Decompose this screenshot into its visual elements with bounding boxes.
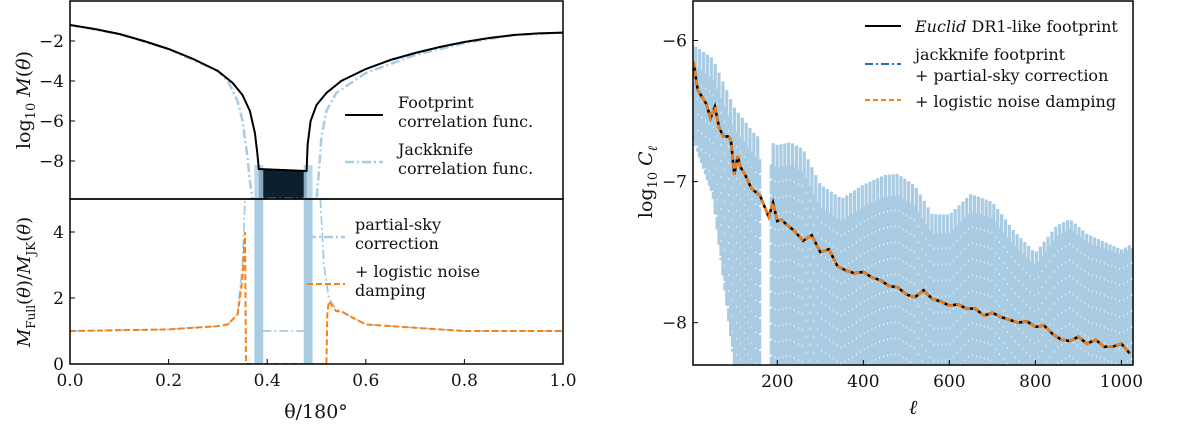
y-tick-label: −7 [662,173,687,193]
x-tick-label: 0.8 [451,371,478,391]
legend-label: damping [355,281,426,300]
jackknife-noise-band [254,165,264,199]
axes-frame [692,0,1134,366]
y-tick-label: −6 [662,32,687,52]
legend-label: Footprint [398,93,474,112]
partial-sky-line [70,199,246,332]
footprint-line [70,24,563,173]
y-tick-label: 2 [53,289,64,309]
legend-label: correlation func. [398,159,533,178]
partial-sky-noise-band [303,199,313,364]
legend-label: jackknife footprint [913,45,1066,64]
y-tick-label: −4 [39,72,64,92]
legend-right: Euclid DR1-like footprint jackknife foot… [865,17,1118,111]
legend-label: + logistic noise [355,262,480,281]
footprint-fill-region [258,169,307,199]
x-tick-label: 0.6 [352,371,379,391]
legend-label: correction [355,234,439,253]
legend-label: partial-sky [355,215,441,234]
x-tick-label: 1000 [1100,372,1143,392]
y-tick-label: 0 [53,355,64,375]
partial-sky-noise-band [254,199,264,364]
left-top-ylabel: log10 M(θ) [13,51,39,149]
legend-label: Euclid DR1-like footprint [914,17,1118,36]
x-tick-label: 200 [761,372,793,392]
legend-label: correlation func. [398,112,533,131]
axes-frame [69,198,564,365]
legend-label: + partial-sky correction [915,66,1108,85]
logistic-damping-line [693,61,1131,355]
x-tick-label: 1.0 [549,371,576,391]
x-tick-label: 600 [933,372,965,392]
x-tick-label: 0.0 [56,371,83,391]
right-xlabel: ℓ [909,395,918,419]
legend-label: + logistic noise damping [915,92,1116,111]
x-tick-label: 400 [847,372,879,392]
y-tick-label: −2 [39,32,64,52]
logistic-line [70,231,563,364]
y-tick-label: −8 [662,314,687,334]
x-tick-label: 0.2 [155,371,182,391]
legend-left-bottom: partial-sky correction + logistic noise … [307,215,480,300]
x-tick-label: 800 [1019,372,1051,392]
y-tick-label: −6 [39,112,64,132]
legend-left-top: Footprint correlation func. Jackknife co… [345,93,533,178]
x-tick-label: 0.4 [254,371,281,391]
jackknife-noise-band [303,165,313,199]
left-bottom-ylabel: MFull(θ)/MJK(θ) [14,217,38,348]
y-tick-label: −8 [39,152,64,172]
right-ylabel: log10 Cℓ [635,145,661,218]
left-xlabel: θ/180° [284,401,348,423]
legend-label: Jackknife [396,140,473,159]
y-tick-label: 4 [53,223,64,243]
